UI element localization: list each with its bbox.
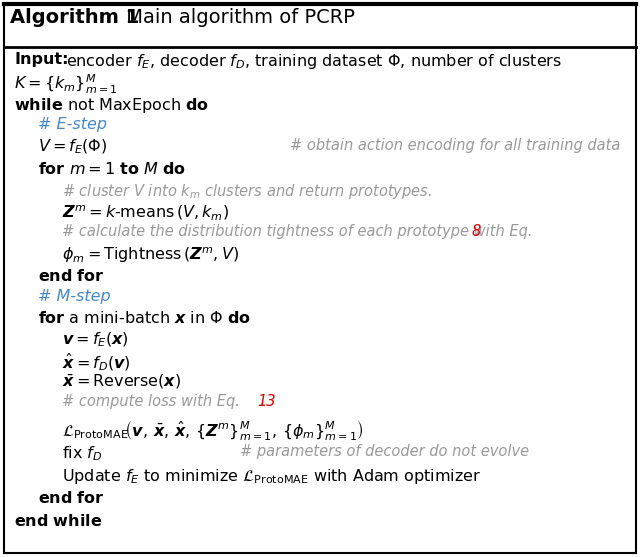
- Text: $\bar{\boldsymbol{x}} = \mathsf{Reverse}(\boldsymbol{x})$: $\bar{\boldsymbol{x}} = \mathsf{Reverse}…: [62, 373, 181, 391]
- Text: $K = \{k_m\}_{m=1}^{M}$: $K = \{k_m\}_{m=1}^{M}$: [14, 73, 118, 96]
- Text: $\mathbf{end\ while}$: $\mathbf{end\ while}$: [14, 513, 102, 529]
- Text: fix $f_D$: fix $f_D$: [62, 444, 102, 463]
- Text: Input:: Input:: [14, 52, 68, 67]
- Text: $\mathbf{while}$ not MaxEpoch $\mathbf{do}$: $\mathbf{while}$ not MaxEpoch $\mathbf{d…: [14, 96, 209, 115]
- Text: $\mathbf{end\ for}$: $\mathbf{end\ for}$: [38, 268, 105, 284]
- Text: 13: 13: [257, 394, 275, 409]
- Text: $\mathcal{L}_{\mathrm{ProtoMAE}}\!\left(\boldsymbol{v},\,\bar{\boldsymbol{x}},\,: $\mathcal{L}_{\mathrm{ProtoMAE}}\!\left(…: [62, 419, 364, 442]
- Text: 8: 8: [472, 224, 481, 239]
- Text: $\mathbf{for}\ m = 1\ \mathbf{to}\ M\ \mathbf{do}$: $\mathbf{for}\ m = 1\ \mathbf{to}\ M\ \m…: [38, 161, 186, 177]
- Text: # compute loss with Eq.: # compute loss with Eq.: [62, 394, 240, 409]
- Text: # E-step: # E-step: [38, 117, 107, 132]
- Text: Algorithm 1: Algorithm 1: [10, 8, 140, 27]
- Text: $\mathbf{for}$ a mini-batch $\boldsymbol{x}$ in $\Phi$ $\mathbf{do}$: $\mathbf{for}$ a mini-batch $\boldsymbol…: [38, 310, 251, 326]
- Text: # cluster $V$ into $k_m$ clusters and return prototypes.: # cluster $V$ into $k_m$ clusters and re…: [62, 182, 432, 201]
- Text: # calculate the distribution tightness of each prototype with Eq.: # calculate the distribution tightness o…: [62, 224, 537, 239]
- Text: # M-step: # M-step: [38, 289, 111, 304]
- Text: # parameters of decoder do not evolve: # parameters of decoder do not evolve: [240, 444, 529, 459]
- Text: $\mathbf{end\ for}$: $\mathbf{end\ for}$: [38, 490, 105, 506]
- Text: $\boldsymbol{v} = f_E(\boldsymbol{x})$: $\boldsymbol{v} = f_E(\boldsymbol{x})$: [62, 331, 129, 349]
- Text: # obtain action encoding for all training data: # obtain action encoding for all trainin…: [290, 138, 620, 153]
- Text: $\phi_m = \mathsf{Tightness}\,(\boldsymbol{Z}^m, V)$: $\phi_m = \mathsf{Tightness}\,(\boldsymb…: [62, 245, 239, 265]
- Text: $V = f_E(\Phi)$: $V = f_E(\Phi)$: [38, 138, 108, 157]
- Text: Main algorithm of PCRP: Main algorithm of PCRP: [120, 8, 355, 27]
- Text: $\boldsymbol{Z}^m = k\text{-means}\,(V, k_m)$: $\boldsymbol{Z}^m = k\text{-means}\,(V, …: [62, 203, 229, 222]
- Text: Update $f_E$ to minimize $\mathcal{L}_{\mathrm{ProtoMAE}}$ with Adam optimizer: Update $f_E$ to minimize $\mathcal{L}_{\…: [62, 467, 481, 486]
- Text: encoder $f_E$, decoder $f_D$, training dataset $\Phi$, number of clusters: encoder $f_E$, decoder $f_D$, training d…: [66, 52, 562, 71]
- Text: $\hat{\boldsymbol{x}} = f_D(\boldsymbol{v})$: $\hat{\boldsymbol{x}} = f_D(\boldsymbol{…: [62, 352, 131, 373]
